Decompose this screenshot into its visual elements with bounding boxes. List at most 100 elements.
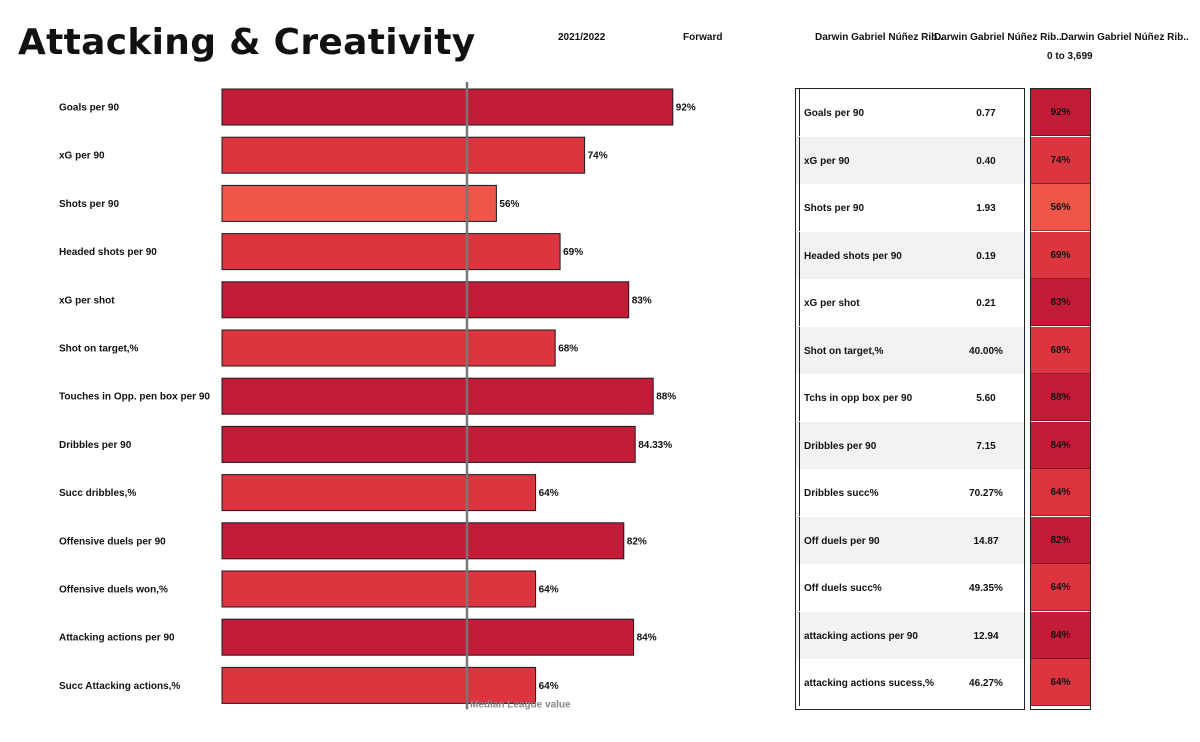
percentile-cell: 68% xyxy=(1031,326,1090,374)
metric-value: 40.00% xyxy=(969,345,1003,357)
bar-value-label: 64% xyxy=(539,681,559,692)
median-label: Median League value xyxy=(470,699,571,710)
table-row: Goals per 90 0.77 xyxy=(796,89,1024,136)
table-row: Shots per 90 1.93 xyxy=(796,184,1024,231)
category-label: Goals per 90 xyxy=(59,103,119,114)
table-row: Tchs in opp box per 90 5.60 xyxy=(796,374,1024,421)
category-label: Offensive duels won,% xyxy=(59,585,168,596)
category-label: Attacking actions per 90 xyxy=(59,633,175,644)
percentile-cell: 84% xyxy=(1031,611,1090,659)
category-label: Succ Attacking actions,% xyxy=(59,681,180,692)
bar-value-label: 64% xyxy=(539,488,559,499)
bar-value-label: 64% xyxy=(539,585,559,596)
category-label: xG per shot xyxy=(59,295,115,306)
row-divider xyxy=(799,421,800,469)
category-label: Dribbles per 90 xyxy=(59,440,132,451)
percentile-bar-chart: Goals per 90 xG per 90 Shots per 90 Headed … xyxy=(59,82,696,710)
metric-value: 12.94 xyxy=(973,630,999,642)
metric-value: 5.60 xyxy=(976,393,996,404)
minutes-range-label: 0 to 3,699 xyxy=(1047,51,1093,62)
percentile-cell: 64% xyxy=(1031,659,1090,706)
bar xyxy=(221,329,556,367)
row-divider xyxy=(799,326,800,374)
row-divider xyxy=(799,611,800,659)
row-divider xyxy=(799,516,800,564)
bar xyxy=(221,377,654,415)
metric-name: xG per 90 xyxy=(804,155,850,167)
row-divider xyxy=(799,231,800,279)
metric-value: 0.21 xyxy=(976,298,996,309)
metric-name: attacking actions per 90 xyxy=(804,630,918,642)
bar-value-label: 84.33% xyxy=(638,440,672,451)
percentile-cell: 64% xyxy=(1031,564,1090,611)
table-row: Dribbles per 90 7.15 xyxy=(796,421,1024,469)
table-row: attacking actions sucess,% 46.27% xyxy=(796,659,1024,706)
category-label: Shot on target,% xyxy=(59,344,139,355)
metric-value: 70.27% xyxy=(969,488,1003,499)
row-divider xyxy=(799,564,800,611)
bar-value-label: 68% xyxy=(558,344,578,355)
metric-value: 0.19 xyxy=(976,250,996,262)
bar xyxy=(221,88,674,126)
category-label: Shots per 90 xyxy=(59,199,119,210)
category-label: Offensive duels per 90 xyxy=(59,536,166,547)
metric-name: Shot on target,% xyxy=(804,345,884,357)
percentile-cell: 84% xyxy=(1031,421,1090,469)
page-title: Attacking & Creativity xyxy=(18,22,476,63)
category-label: Headed shots per 90 xyxy=(59,247,157,258)
metric-value: 49.35% xyxy=(969,583,1003,594)
percentile-cell: 74% xyxy=(1031,136,1090,184)
bar xyxy=(221,666,537,704)
stats-table: Goals per 90 0.77 xG per 90 0.40 Shots per 9… xyxy=(795,88,1025,710)
bar-value-label: 56% xyxy=(499,199,519,210)
player-column-header-3: Darwin Gabriel Núñez Rib.. xyxy=(1061,32,1189,43)
bar xyxy=(221,281,630,319)
metric-name: Off duels per 90 xyxy=(804,535,880,547)
bar-value-label: 69% xyxy=(563,247,583,258)
metric-value: 14.87 xyxy=(973,535,999,547)
percentile-cell: 83% xyxy=(1031,279,1090,326)
row-divider xyxy=(799,374,800,421)
table-row: xG per shot 0.21 xyxy=(796,279,1024,326)
metric-name: Dribbles per 90 xyxy=(804,440,877,452)
bar xyxy=(221,184,497,222)
bar-value-label: 92% xyxy=(676,103,696,114)
metric-name: Dribbles succ% xyxy=(804,488,879,499)
bar xyxy=(221,474,537,512)
row-divider xyxy=(799,136,800,184)
metric-name: xG per shot xyxy=(804,298,860,309)
metric-value: 7.15 xyxy=(976,440,996,452)
player-column-header-2: Darwin Gabriel Núñez Rib.. xyxy=(934,32,1062,43)
bar xyxy=(221,522,625,560)
percentile-cell: 82% xyxy=(1031,516,1090,564)
percentile-cell: 64% xyxy=(1031,469,1090,516)
metric-name: Off duels succ% xyxy=(804,583,882,594)
bar xyxy=(221,570,537,608)
metric-value: 1.93 xyxy=(976,203,996,214)
player-column-header-1: Darwin Gabriel Núñez Rib.. xyxy=(815,32,943,43)
percentile-cell: 56% xyxy=(1031,184,1090,231)
row-divider xyxy=(799,469,800,516)
table-row: Dribbles succ% 70.27% xyxy=(796,469,1024,516)
bar-value-label: 74% xyxy=(588,151,608,162)
row-divider xyxy=(799,89,800,136)
bar-value-label: 84% xyxy=(637,633,657,644)
bar xyxy=(221,136,586,174)
table-row: xG per 90 0.40 xyxy=(796,136,1024,184)
category-label: xG per 90 xyxy=(59,151,105,162)
metric-value: 0.77 xyxy=(976,108,996,119)
metric-name: Shots per 90 xyxy=(804,203,865,214)
bar xyxy=(221,233,561,271)
bar xyxy=(221,618,635,656)
percentile-column: 92% 74% 56% 69% 83% 68% 88% 84% 64% 82% 64% 84% 64% xyxy=(1030,88,1091,710)
position-label: Forward xyxy=(683,32,723,43)
table-row: Off duels per 90 14.87 xyxy=(796,516,1024,564)
bar-value-label: 82% xyxy=(627,536,647,547)
season-label: 2021/2022 xyxy=(558,32,606,43)
table-row: Shot on target,% 40.00% xyxy=(796,326,1024,374)
metric-name: Goals per 90 xyxy=(804,108,865,119)
percentile-cell: 92% xyxy=(1031,89,1090,136)
table-row: Headed shots per 90 0.19 xyxy=(796,231,1024,279)
table-row: attacking actions per 90 12.94 xyxy=(796,611,1024,659)
metric-name: attacking actions sucess,% xyxy=(804,678,935,689)
